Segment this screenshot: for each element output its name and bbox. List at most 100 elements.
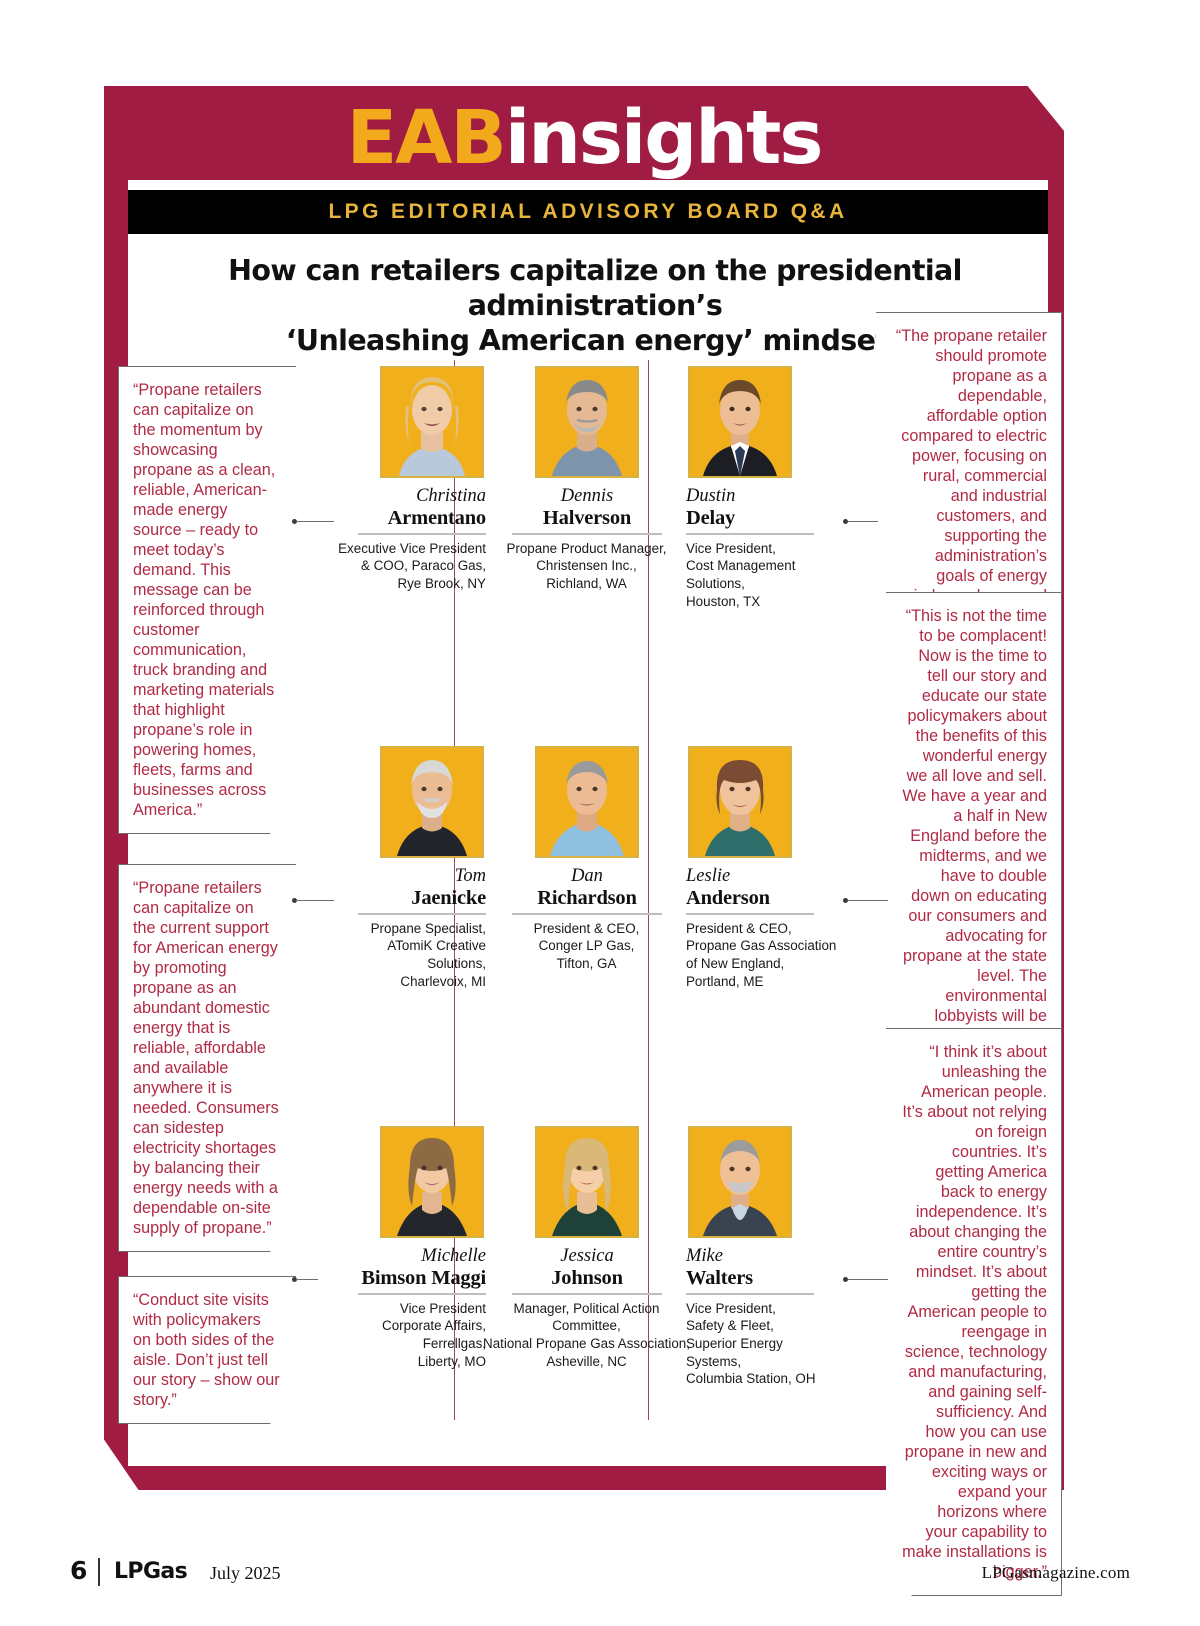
board-member-card: Mike Walters Vice President, Safety & Fle… [686,1120,876,1388]
masthead: EABinsights [104,92,1064,184]
name-rule [512,1292,662,1295]
portrait [686,1120,876,1242]
last-name: Bimson Maggi [361,1266,486,1289]
portrait-gold-block [380,1126,484,1238]
last-name: Jaenicke [411,886,486,909]
quote-text: “The propane retailer should promote pro… [895,327,1047,585]
portrait-gold-block [535,1126,639,1238]
quote-callout-maggi: “Conduct site visits with policymakers o… [118,1276,296,1424]
masthead-title: EABinsights [347,101,824,175]
subtitle-text: LPG EDITORIAL ADVISORY BOARD Q&A [328,200,848,223]
leader-dot-walters [843,1277,848,1282]
last-name: Anderson [686,886,770,909]
name-rule [686,532,814,535]
leader-dot-armentano [292,519,297,524]
footer-divider [98,1558,100,1586]
leader-line-jaenicke [296,900,334,901]
first-name: Dennis [560,486,614,506]
column-divider-2 [648,360,649,1420]
portrait-photo [544,1128,630,1236]
column-divider-1 [454,360,455,1420]
name-rule [358,532,486,535]
board-member-name: Jessica Johnson [492,1246,682,1290]
portrait-photo [697,368,783,476]
board-member-role: Executive Vice President & COO, Paraco Ga… [338,540,486,592]
board-member-name: Dan Richardson [492,866,682,910]
subtitle-bar: LPG EDITORIAL ADVISORY BOARD Q&A [128,190,1048,234]
first-name: Christina [416,486,486,506]
leader-line-delay [848,521,878,522]
first-name: Tom [454,866,486,886]
leader-line-armentano [296,521,334,522]
leader-line-anderson [848,900,888,901]
board-member-name: Dennis Halverson [492,486,682,530]
portrait [686,740,876,862]
portrait-photo [697,748,783,856]
leader-line-maggi [296,1279,318,1280]
last-name: Delay [686,506,736,529]
last-name: Richardson [537,886,637,909]
portrait-photo [389,1128,475,1236]
portrait [296,360,486,482]
page-number: 6 [70,1556,88,1585]
board-member-card: Christina Armentano Executive Vice Presi… [296,360,486,593]
quote-callout-walters: “I think it’s about unleashing the Ameri… [886,1028,1062,1596]
publication-logo: LPGas [114,1559,188,1584]
portrait-photo [544,368,630,476]
first-name: Michelle [421,1246,486,1266]
leader-dot-anderson [843,898,848,903]
website-url: LPGasmagazine.com [981,1563,1130,1582]
page-footer: 6 LPGas July 2025 LPGasmagazine.com [70,1556,1130,1596]
last-name: Walters [686,1266,753,1289]
name-rule [512,912,662,915]
first-name: Mike [686,1246,723,1266]
portrait [296,1120,486,1242]
board-member-card: Dennis Halverson Propane Product Manager… [492,360,682,593]
board-member-name: Tom Jaenicke [296,866,486,910]
portrait [492,1120,682,1242]
board-member-card: Michelle Bimson Maggi Vice President Corp… [296,1120,486,1370]
portrait-gold-block [688,746,792,858]
board-member-role: Propane Specialist, ATomiK Creative Soluti… [370,920,486,989]
quote-text: “Propane retailers can capitalize on the… [133,381,276,819]
quote-text: “Conduct site visits with policymakers o… [133,1291,280,1409]
quote-callout-armentano: “Propane retailers can capitalize on the… [118,366,296,834]
board-member-role: Vice President, Cost Management Solutions,… [686,540,796,609]
last-name: Halverson [542,506,632,529]
portrait-photo [697,1128,783,1236]
board-member-name: Dustin Delay [686,486,876,530]
first-name: Leslie [686,866,731,886]
portrait [492,740,682,862]
last-name: Johnson [551,1266,623,1289]
quote-callout-delay: “The propane retailer should promote pro… [876,312,1062,640]
portrait [492,360,682,482]
quote-text: “Propane retailers can capitalize on the… [133,879,279,1237]
name-rule [358,1292,486,1295]
leader-line-walters [848,1279,888,1280]
board-member-role: President & CEO, Propane Gas Association o… [686,920,837,989]
board-member-name: Mike Walters [686,1246,876,1290]
portrait-photo [389,748,475,856]
quote-text: “I think it’s about unleashing the Ameri… [902,1043,1047,1581]
portrait-gold-block [380,366,484,478]
name-rule [358,912,486,915]
board-member-grid: Christina Armentano Executive Vice Presi… [296,360,880,1420]
name-rule [512,532,662,535]
question-line-1: How can retailers capitalize on the pres… [228,254,962,322]
first-name: Dustin [686,486,736,506]
last-name: Armentano [387,506,487,529]
name-rule [686,1292,814,1295]
name-rule [686,912,814,915]
leader-dot-jaenicke [292,898,297,903]
portrait-photo [389,368,475,476]
issue-date: July 2025 [210,1563,281,1583]
masthead-brand-bold: EAB [346,95,507,181]
leader-dot-delay [843,519,848,524]
question-line-2: ‘Unleashing American energy’ mindset? [285,323,905,357]
portrait-photo [544,748,630,856]
portrait-gold-block [380,746,484,858]
page-title: How can retailers capitalize on the pres… [150,254,1040,358]
portrait [296,740,486,862]
portrait-gold-block [688,366,792,478]
